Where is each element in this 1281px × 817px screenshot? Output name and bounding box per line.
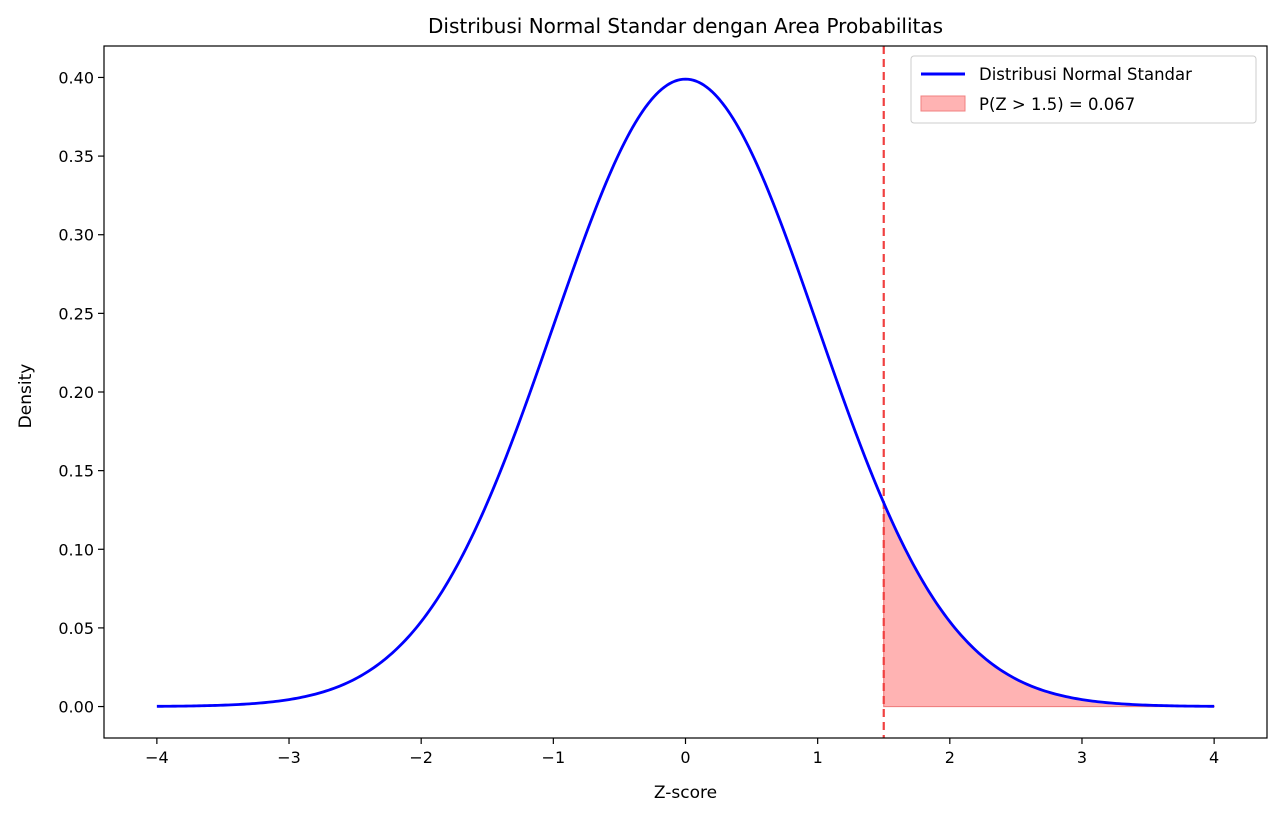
y-tick-label: 0.15 [58,462,94,481]
legend-label-area: P(Z > 1.5) = 0.067 [979,95,1135,114]
x-tick-label: 4 [1209,748,1219,767]
legend: Distribusi Normal Standar P(Z > 1.5) = 0… [910,55,1257,124]
y-tick-label: 0.40 [58,68,94,87]
x-tick-label: −2 [409,748,433,767]
plot-frame [103,45,1268,739]
y-tick-label: 0.20 [58,383,94,402]
axis-ticks: −4 −3 −2 −1 0 1 2 3 4 0.00 0.05 0.10 0.15 0.20 0.25 0.3… [58,68,1219,767]
plot-area [156,46,1215,738]
y-tick-label: 0.10 [58,540,94,559]
legend-swatch-area [920,95,966,112]
legend-box [910,55,1257,124]
x-tick-label: 2 [945,748,955,767]
y-tick-label: 0.05 [58,619,94,638]
x-tick-label: −1 [542,748,566,767]
x-tick-label: 1 [813,748,823,767]
x-tick-label: −4 [145,748,169,767]
chart-title: Distribusi Normal Standar dengan Area Pr… [428,14,943,38]
y-tick-label: 0.25 [58,304,94,323]
x-tick-label: 0 [680,748,690,767]
y-tick-label: 0.00 [58,698,94,717]
density-curve [156,77,1215,708]
x-tick-label: −3 [277,748,301,767]
legend-label-curve: Distribusi Normal Standar [979,65,1192,84]
y-axis-title: Density [16,364,36,429]
x-tick-label: 3 [1077,748,1087,767]
probability-area [883,502,1215,708]
y-tick-label: 0.30 [58,226,94,245]
y-tick-label: 0.35 [58,147,94,166]
x-axis-title: Z-score [654,783,717,803]
